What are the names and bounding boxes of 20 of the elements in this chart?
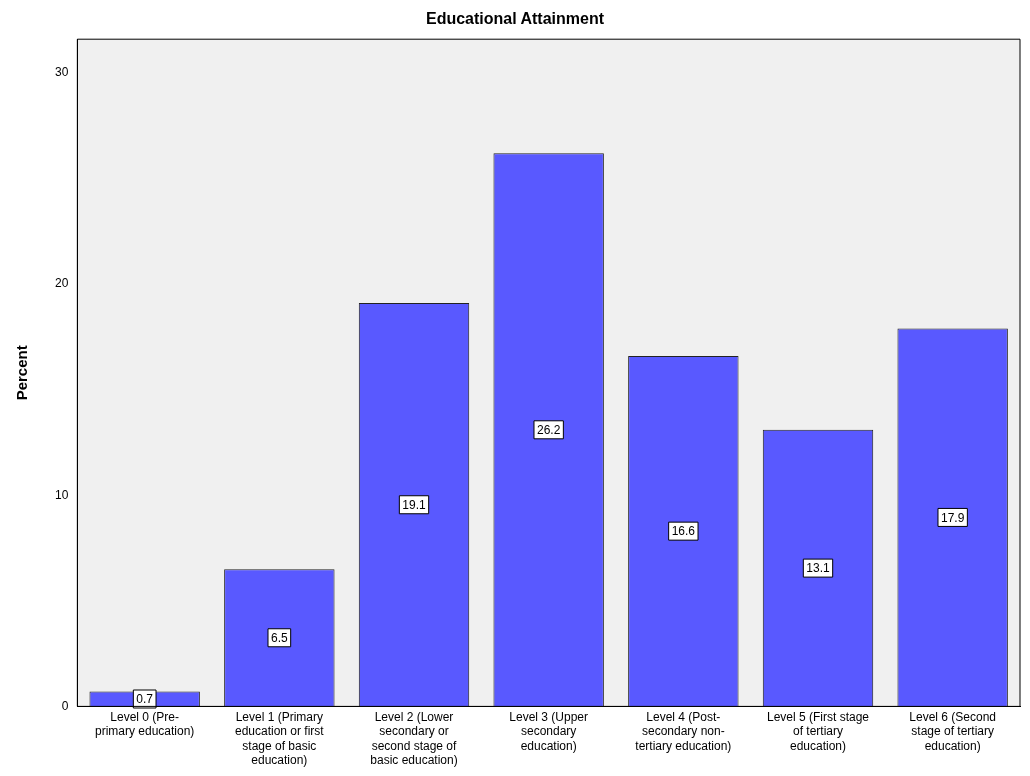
y-tick-label: 10 — [54, 487, 69, 502]
y-tick-label: 20 — [54, 276, 69, 291]
x-tick-label: Level 6 (Second stage of tertiary education) — [909, 709, 997, 753]
x-tick-label: Level 3 (Upper secondary education) — [509, 709, 589, 753]
x-tick-label: Level 1 (Primary education or first stage of basic education) — [234, 709, 325, 768]
data-label: 13.1 — [806, 561, 831, 576]
data-label: 19.1 — [402, 498, 427, 513]
y-axis-title: Percent — [13, 345, 31, 401]
data-label: 16.6 — [671, 524, 696, 539]
chart-title: Educational Attainment — [425, 10, 605, 28]
data-label: 0.7 — [136, 692, 154, 707]
y-tick-label: 0 — [61, 698, 69, 713]
x-tick-label: Level 2 (Lower secondary or second stage of basic education) — [370, 709, 458, 768]
x-tick-label: Level 4 (Post-secondary non-tertiary education) — [635, 709, 732, 753]
x-tick-label: Level 5 (First stage of tertiary education) — [766, 709, 870, 753]
data-label: 6.5 — [271, 631, 289, 646]
x-tick-label: Level 0 (Pre-primary education) — [94, 709, 195, 739]
y-tick-label: 30 — [54, 65, 69, 80]
data-label: 17.9 — [940, 510, 965, 525]
data-label: 26.2 — [536, 423, 561, 438]
